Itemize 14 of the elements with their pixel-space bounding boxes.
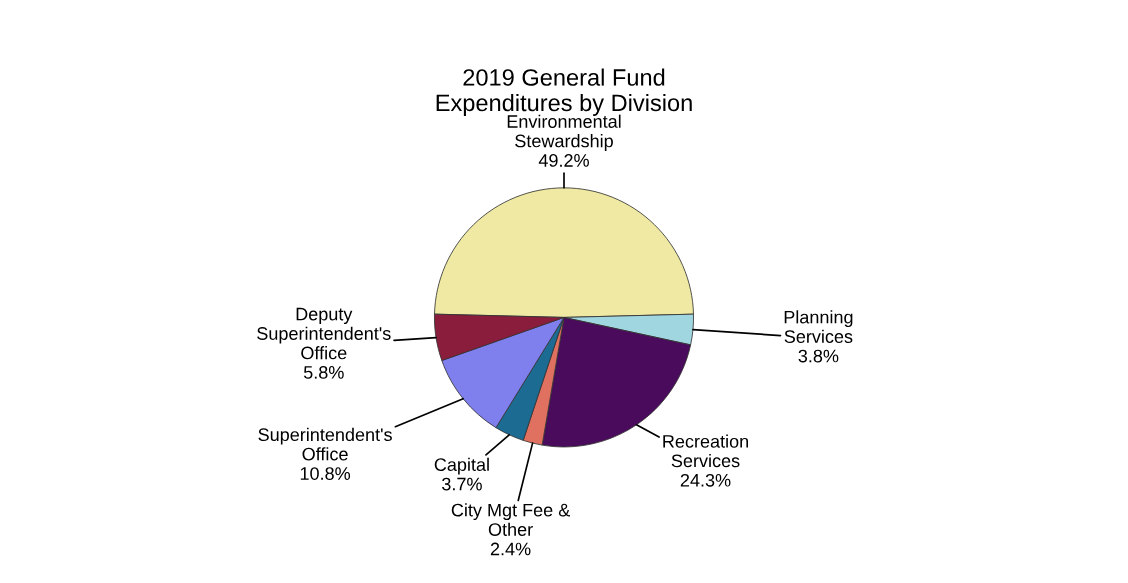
data-label: 2.4% <box>490 542 531 556</box>
slice-label: Superintendent's Office <box>258 427 392 461</box>
slice-label: Planning Services <box>784 310 853 343</box>
data-label: 49.2% <box>538 154 589 167</box>
slice-label: Capital <box>434 457 489 475</box>
data-label: 24.3% <box>680 473 731 487</box>
slice-label: Deputy Superintendent's Office <box>257 307 391 360</box>
data-label: 3.7% <box>442 477 482 491</box>
data-label: 3.8% <box>798 349 839 363</box>
slice-label: City Mgt Fee & Other <box>451 503 570 536</box>
slice-label: Recreation Services <box>663 434 748 468</box>
slice-label: Environmental Stewardship <box>507 114 621 151</box>
data-label: 5.8% <box>303 366 344 379</box>
data-label: 10.8% <box>300 467 351 480</box>
